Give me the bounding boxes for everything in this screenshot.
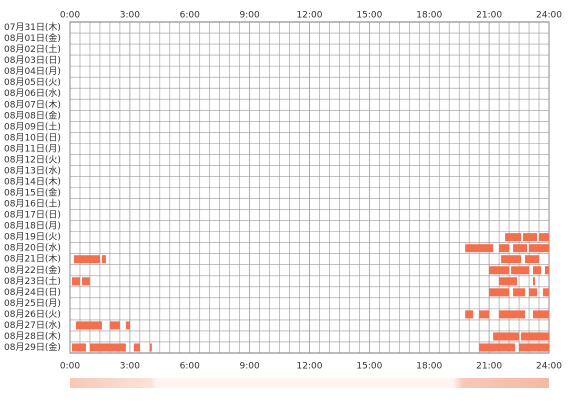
- row-label: 08月18日(月): [4, 221, 61, 232]
- row-label: 08月23日(土): [4, 275, 61, 287]
- x-tick-label: 3:00: [120, 11, 140, 21]
- activity-bar: [501, 255, 522, 264]
- row-label: 08月09日(土): [4, 120, 61, 132]
- row-label: 08月14日(木): [4, 175, 61, 187]
- activity-bar: [71, 277, 80, 286]
- row-label: 08月28日(木): [4, 330, 61, 342]
- activity-bar: [89, 343, 126, 352]
- row-label: 08月17日(日): [4, 210, 61, 221]
- row-label: 08月02日(土): [4, 43, 61, 55]
- row-label: 08月03日(日): [4, 55, 61, 66]
- row-label: 08月10日(日): [4, 132, 61, 143]
- activity-bar: [133, 343, 140, 352]
- x-tick-label: 6:00: [180, 11, 200, 21]
- activity-bar: [523, 233, 538, 242]
- activity-bar: [125, 321, 130, 330]
- activity-bar: [499, 244, 510, 253]
- row-label: 08月04日(月): [4, 66, 61, 77]
- activity-bar: [505, 233, 522, 242]
- x-tick-label: 9:00: [240, 11, 260, 21]
- activity-bar: [101, 255, 106, 264]
- activity-bar: [489, 266, 510, 275]
- row-label: 08月27日(水): [4, 319, 61, 331]
- row-label: 08月15日(金): [4, 187, 61, 199]
- x-tick-label: 12:00: [297, 362, 323, 372]
- activity-bar: [529, 244, 549, 253]
- activity-bar: [465, 244, 494, 253]
- activity-bar: [533, 266, 542, 275]
- activity-bar: [489, 288, 510, 297]
- activity-bar: [465, 310, 474, 319]
- row-label: 08月20日(水): [4, 242, 61, 254]
- x-tick-label: 0:00: [60, 362, 80, 372]
- activity-bar: [81, 277, 90, 286]
- x-tick-label: 21:00: [476, 11, 502, 21]
- row-label: 08月29日(金): [4, 341, 61, 353]
- x-tick-label: 0:00: [60, 11, 80, 21]
- activity-bar: [543, 288, 549, 297]
- activity-bar: [499, 277, 518, 286]
- activity-bar: [479, 310, 490, 319]
- summary-strip: [70, 378, 549, 388]
- activity-bar: [513, 244, 528, 253]
- activity-bar: [479, 343, 516, 352]
- row-label: 08月21日(木): [4, 253, 61, 265]
- row-label: 08月01日(金): [4, 32, 61, 44]
- activity-bar: [521, 332, 549, 341]
- row-label: 08月19日(火): [4, 232, 61, 243]
- row-label: 08月22日(金): [4, 264, 61, 276]
- row-label: 08月25日(月): [4, 298, 61, 309]
- activity-bar: [539, 233, 549, 242]
- row-label: 08月16日(土): [4, 198, 61, 210]
- activity-bar: [525, 255, 540, 264]
- row-label: 08月26日(火): [4, 309, 61, 320]
- x-tick-label: 12:00: [297, 11, 323, 21]
- x-tick-label: 21:00: [476, 362, 502, 372]
- activity-bar: [109, 321, 120, 330]
- activity-bar: [149, 343, 152, 352]
- x-tick-label: 24:00: [536, 362, 562, 372]
- activity-bar: [75, 321, 102, 330]
- row-label: 08月11日(月): [4, 143, 61, 154]
- activity-bar: [71, 343, 86, 352]
- x-tick-label: 3:00: [120, 362, 140, 372]
- row-label: 08月08日(金): [4, 109, 61, 121]
- activity-bar: [499, 310, 526, 319]
- x-tick-label: 24:00: [536, 11, 562, 21]
- row-label: 08月24日(日): [4, 287, 61, 298]
- row-label: 08月05日(火): [4, 77, 61, 88]
- activity-bar: [533, 277, 536, 286]
- x-tick-label: 18:00: [416, 11, 442, 21]
- activity-bar: [513, 288, 526, 297]
- row-label: 08月07日(木): [4, 98, 61, 110]
- activity-bar: [519, 343, 549, 352]
- activity-bar: [511, 266, 530, 275]
- activity-bar: [493, 332, 520, 341]
- row-label: 08月13日(水): [4, 164, 61, 176]
- activity-bar: [73, 255, 100, 264]
- x-tick-label: 6:00: [180, 362, 200, 372]
- x-tick-label: 9:00: [240, 362, 260, 372]
- activity-bar: [529, 288, 538, 297]
- row-label: 08月06日(水): [4, 87, 61, 99]
- x-tick-label: 18:00: [416, 362, 442, 372]
- activity-bar: [545, 266, 549, 275]
- activity-bar: [533, 310, 549, 319]
- row-label: 08月12日(火): [4, 154, 61, 165]
- row-label: 07月31日(木): [4, 21, 61, 33]
- x-tick-label: 15:00: [356, 362, 382, 372]
- x-tick-label: 15:00: [356, 11, 382, 21]
